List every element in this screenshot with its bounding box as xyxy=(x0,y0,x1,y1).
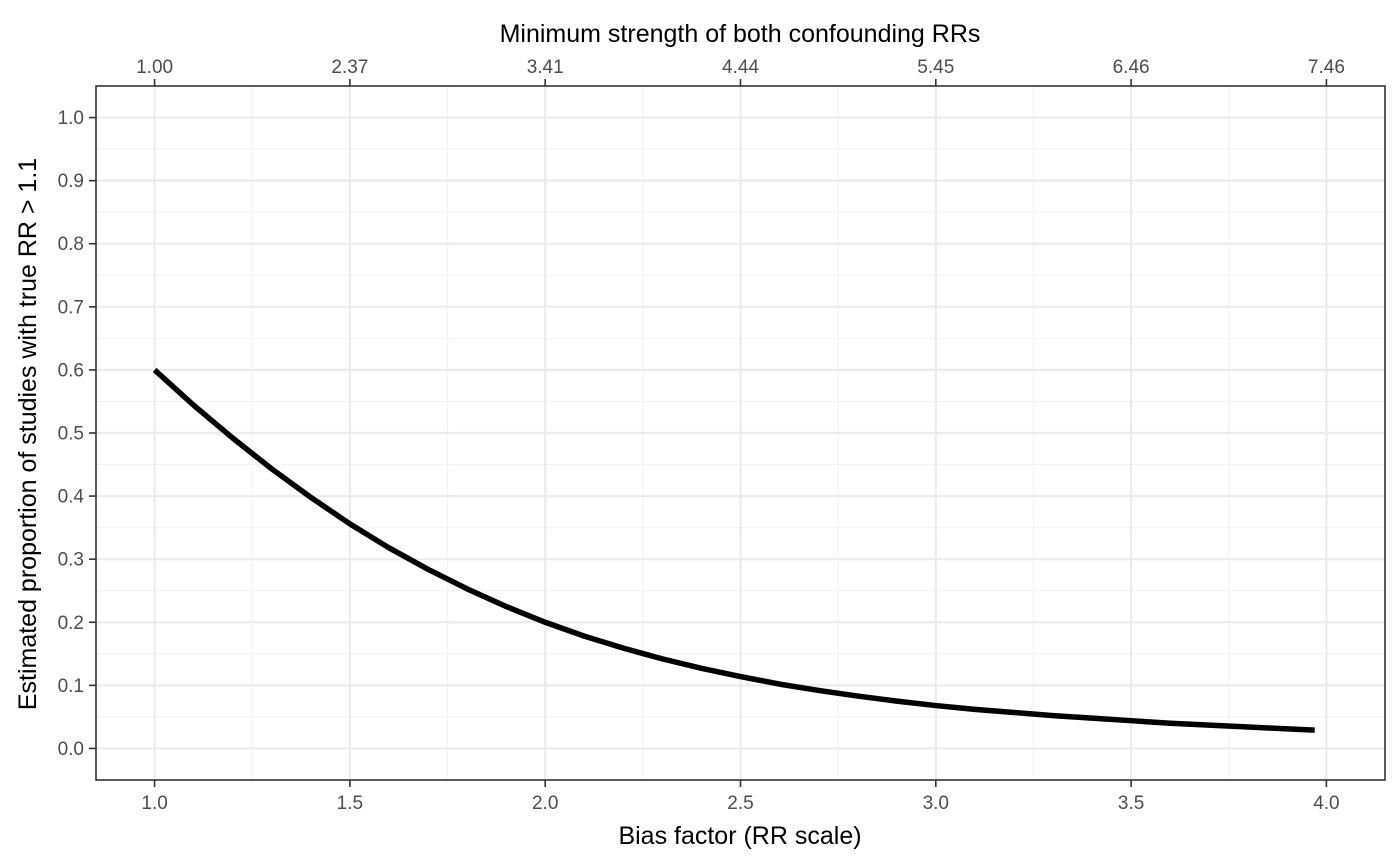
x-tick-label: 1.0 xyxy=(141,793,167,814)
tick-labels: 1.0 1.5 2.0 2.5 3.0 3.5 4.0 1.00 2.37 3.41 4.44 5.4… xyxy=(58,57,1345,814)
x2-tick-label: 5.45 xyxy=(917,57,954,78)
x-tick-label: 2.5 xyxy=(727,793,753,814)
x-tick-label: 3.0 xyxy=(923,793,949,814)
x2-tick-label: 7.46 xyxy=(1308,57,1345,78)
y-tick-label: 0.5 xyxy=(58,424,84,445)
x-tick-label: 4.0 xyxy=(1313,793,1339,814)
series-line xyxy=(152,367,1315,733)
series-layer xyxy=(152,367,1315,733)
x-tick-label: 2.0 xyxy=(532,793,558,814)
x-axis-title: Bias factor (RR scale) xyxy=(618,822,861,850)
x-tick-label: 3.5 xyxy=(1118,793,1144,814)
x2-tick-label: 6.46 xyxy=(1113,57,1150,78)
y-axis-title: Estimated proportion of studies with tru… xyxy=(14,158,42,710)
y-tick-label: 0.2 xyxy=(58,613,84,634)
y-tick-label: 0.9 xyxy=(58,171,84,192)
x2-axis-title: Minimum strength of both confounding RRs xyxy=(500,20,981,48)
y-tick-label: 0.4 xyxy=(58,487,85,508)
grid xyxy=(96,86,1385,780)
x2-tick-label: 3.41 xyxy=(527,57,564,78)
y-tick-label: 0.3 xyxy=(58,550,84,571)
y-tick-label: 0.1 xyxy=(58,676,84,697)
y-tick-label: 0.0 xyxy=(58,739,84,760)
y-tick-label: 1.0 xyxy=(58,108,84,129)
x-tick-label: 1.5 xyxy=(337,793,363,814)
y-tick-label: 0.6 xyxy=(58,360,84,381)
y-tick-label: 0.7 xyxy=(58,297,84,318)
x2-tick-label: 4.44 xyxy=(722,57,759,78)
y-tick-label: 0.8 xyxy=(58,234,84,255)
x2-tick-label: 2.37 xyxy=(331,57,368,78)
x2-tick-label: 1.00 xyxy=(136,57,173,78)
ticks xyxy=(89,79,1328,787)
